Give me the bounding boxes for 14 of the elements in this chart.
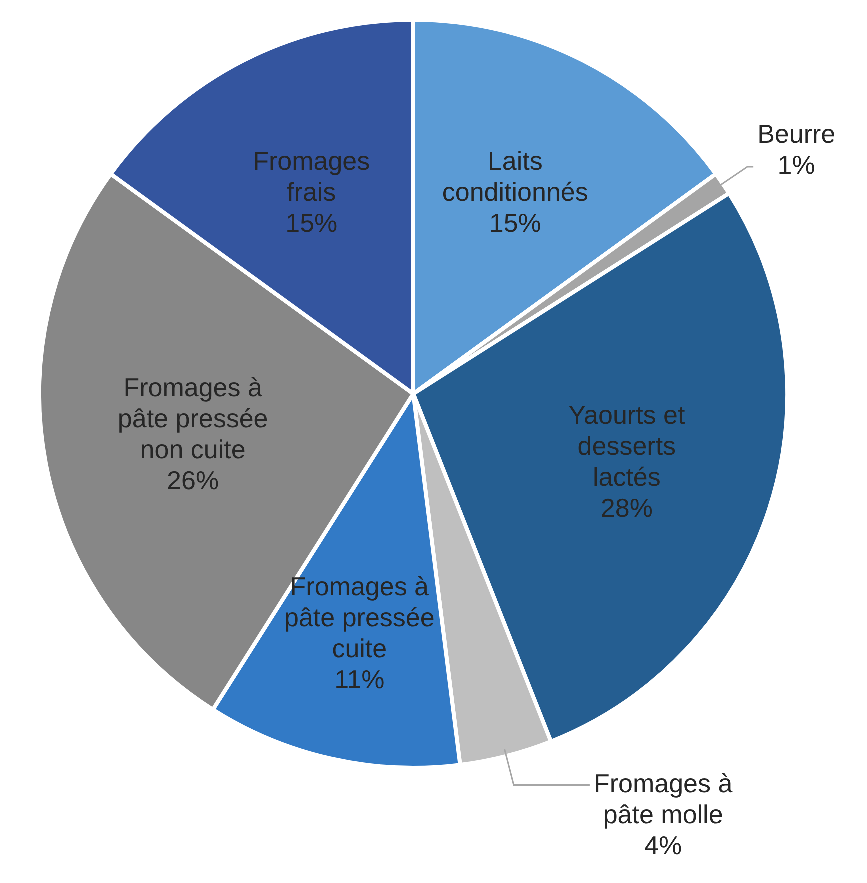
data-label: 4% — [644, 830, 682, 860]
slice-label: Fromages à pâte molle — [594, 768, 734, 830]
slice-label: Laits conditionnés — [442, 146, 588, 208]
data-label: 28% — [600, 493, 653, 524]
slice-label: Fromages à pâte pressée cuite — [284, 572, 435, 664]
slice-label: Fromages frais — [253, 146, 370, 208]
data-label: 15% — [286, 208, 338, 238]
data-label: 11% — [334, 664, 385, 695]
slice-label: Beurre — [758, 119, 836, 150]
data-label: 15% — [489, 208, 542, 238]
slice-label: Yaourts et desserts lactés — [568, 400, 686, 492]
data-label: 26% — [167, 466, 220, 496]
slice-label: Fromages à pâte pressée non cuite — [118, 372, 268, 465]
data-label: 1% — [778, 150, 816, 180]
